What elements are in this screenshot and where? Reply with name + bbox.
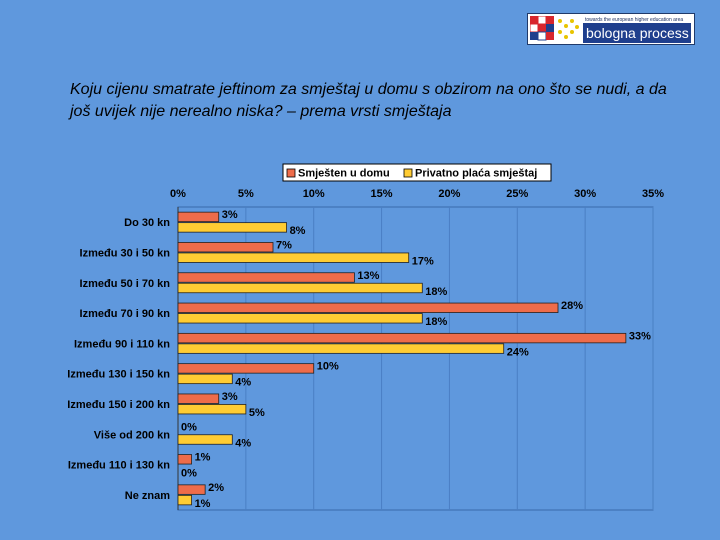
data-label-series-1: 7%: [276, 239, 292, 251]
plot-area: [177, 206, 654, 511]
data-label-series-1: 0%: [181, 421, 197, 433]
bar-series-1: [177, 242, 274, 253]
data-label-series-1: 10%: [317, 361, 339, 373]
legend-swatch-2: [403, 168, 413, 178]
data-label-series-2: 18%: [425, 286, 447, 298]
x-tick-label: 25%: [506, 188, 528, 200]
bar-series-1: [177, 302, 559, 313]
data-label-series-1: 3%: [222, 209, 238, 221]
bar-series-1: [177, 332, 627, 344]
bar-series-1: [177, 454, 192, 465]
data-label-series-2: 1%: [195, 498, 211, 510]
data-label-series-2: 4%: [235, 377, 251, 389]
bar-series-1: [177, 393, 220, 404]
category-label: Ne znam: [125, 490, 170, 502]
category-label: Između 30 i 50 kn: [80, 247, 171, 259]
data-label-series-2: 8%: [290, 225, 306, 237]
data-label-series-1: 33%: [629, 330, 651, 342]
legend-box: [282, 163, 552, 182]
bar-series-2: [177, 373, 233, 385]
data-label-series-1: 3%: [222, 391, 238, 403]
bar-series-2: [177, 252, 410, 263]
x-tick-label: 0%: [170, 188, 186, 200]
bar-series-2: [177, 343, 505, 354]
bar-series-1: [177, 272, 355, 283]
logo-tagline: towards the european higher education ar…: [585, 17, 684, 23]
category-label: Između 150 i 200 kn: [67, 399, 170, 411]
data-label-series-2: 4%: [235, 437, 251, 449]
category-label: Više od 200 kn: [94, 429, 171, 441]
puzzle-logo-icon: [530, 16, 579, 41]
category-label: Između 70 i 90 kn: [80, 308, 171, 320]
category-label: Između 90 i 110 kn: [74, 338, 170, 350]
bar-series-1: [177, 363, 315, 374]
x-tick-label: 10%: [303, 188, 325, 200]
data-label-series-1: 28%: [561, 300, 583, 312]
bar-series-2: [177, 434, 233, 445]
data-label-series-2: 5%: [249, 407, 265, 419]
legend-swatch-1: [286, 168, 296, 178]
x-tick-label: 20%: [438, 188, 460, 200]
bar-series-2: [177, 282, 423, 294]
data-label-series-2: 0%: [181, 468, 197, 480]
bar-series-2: [177, 494, 192, 506]
category-label: Do 30 kn: [124, 217, 170, 229]
data-label-series-2: 17%: [412, 255, 434, 267]
data-label-series-1: 2%: [208, 482, 224, 494]
x-tick-label: 15%: [371, 188, 393, 200]
data-label-series-1: 13%: [357, 270, 379, 282]
category-label: Između 110 i 130 kn: [68, 460, 170, 472]
data-label-series-2: 18%: [425, 316, 447, 328]
bar-series-2: [177, 404, 247, 415]
x-tick-label: 5%: [238, 188, 254, 200]
bologna-process-logo: towards the european higher education ar…: [527, 13, 695, 45]
legend-label-1: Smješten u domu: [298, 168, 390, 180]
bar-series-1: [177, 484, 206, 495]
bar-series-1: [177, 211, 220, 223]
x-tick-label: 35%: [642, 188, 664, 200]
x-tick-label: 30%: [574, 188, 596, 200]
data-label-series-2: 24%: [507, 346, 529, 358]
legend-label-2: Privatno plaća smještaj: [415, 168, 537, 180]
data-label-series-1: 1%: [195, 452, 211, 464]
category-label: Između 50 i 70 kn: [80, 278, 171, 290]
category-label: Između 130 i 150 kn: [67, 369, 170, 381]
bar-series-2: [177, 313, 423, 324]
bar-series-2: [177, 222, 287, 233]
logo-wordmark: bologna process: [583, 23, 691, 43]
slide-title: Koju cijenu smatrate jeftinom za smješta…: [70, 81, 667, 120]
